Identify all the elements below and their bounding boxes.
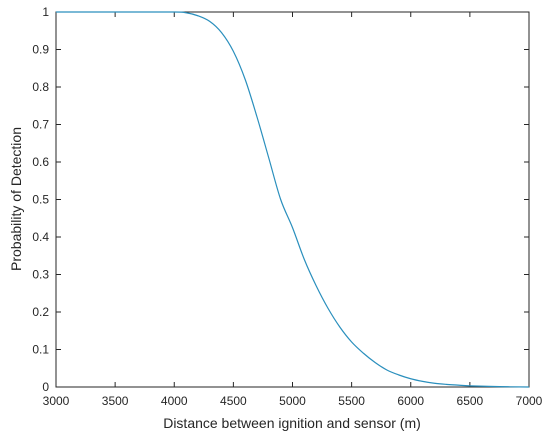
x-axis: 3000 3500 4000 4500 5000 5500 6000 6500 7000	[43, 12, 543, 408]
y-tick-label: 0.6	[32, 155, 49, 169]
x-tick-label: 7000	[516, 394, 543, 408]
y-tick-label: 0.2	[32, 305, 49, 319]
x-tick-label: 3000	[43, 394, 70, 408]
x-tick-label: 4500	[220, 394, 247, 408]
x-tick-label: 5500	[338, 394, 365, 408]
y-tick-label: 0.7	[32, 118, 49, 132]
y-axis-label: Probability of Detection	[8, 127, 24, 271]
x-axis-label: Distance between ignition and sensor (m)	[163, 415, 421, 431]
x-tick-label: 6000	[397, 394, 424, 408]
x-tick-label: 3500	[102, 394, 129, 408]
y-tick-label: 0.5	[32, 193, 49, 207]
y-tick-label: 0.3	[32, 268, 49, 282]
y-tick-label: 0	[42, 380, 49, 394]
plot-area	[55, 11, 530, 388]
x-tick-label: 5000	[279, 394, 306, 408]
y-axis: 0 0.1 0.2 0.3 0.4 0.5 0.6 0.7 0.8 0.9 1	[32, 5, 529, 394]
y-tick-label: 0.4	[32, 230, 49, 244]
y-tick-label: 0.8	[32, 80, 49, 94]
y-tick-label: 1	[42, 5, 49, 19]
detection-probability-line	[55, 11, 530, 388]
y-tick-label: 0.9	[32, 43, 49, 57]
x-tick-label: 4000	[161, 394, 188, 408]
y-tick-label: 0.1	[32, 343, 49, 357]
x-tick-label: 6500	[457, 394, 484, 408]
